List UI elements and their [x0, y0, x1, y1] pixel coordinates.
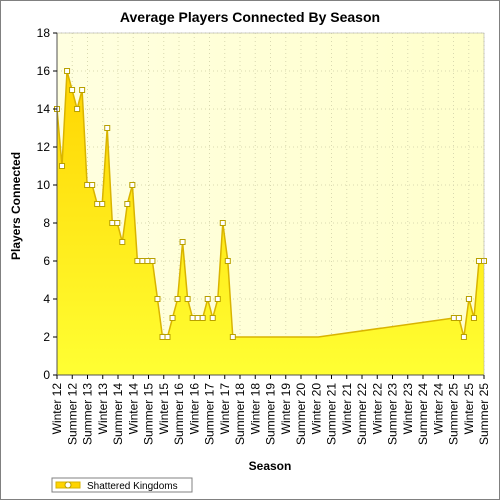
- data-point: [199, 315, 206, 321]
- data-point: [64, 68, 71, 74]
- y-tick-label: 4: [43, 292, 50, 306]
- data-point: [184, 296, 191, 302]
- series-area: [57, 71, 484, 375]
- x-tick-label: Summer 12: [65, 383, 79, 445]
- x-tick-label: Winter 14: [126, 383, 140, 435]
- data-point: [94, 201, 101, 207]
- data-point: [179, 239, 186, 245]
- series-markers: [54, 68, 487, 340]
- x-axis-title: Season: [249, 459, 292, 473]
- legend: Shattered Kingdoms: [51, 477, 193, 493]
- y-axis-ticks: 0 2 4 6 8 10 12 14 16 18: [37, 26, 57, 382]
- data-point: [89, 182, 96, 188]
- x-tick-label: Summer 20: [294, 383, 308, 445]
- data-point: [470, 315, 477, 321]
- data-point: [214, 296, 221, 302]
- x-tick-label: Winter 12: [50, 383, 64, 435]
- x-tick-label: Winter 25: [462, 383, 476, 435]
- data-point: [465, 296, 472, 302]
- data-point: [164, 334, 171, 340]
- y-tick-label: 6: [43, 254, 50, 268]
- data-point: [149, 258, 156, 264]
- data-point: [99, 201, 106, 207]
- y-tick-label: 2: [43, 330, 50, 344]
- data-point: [134, 258, 141, 264]
- y-tick-label: 18: [37, 26, 51, 40]
- data-point: [109, 220, 116, 226]
- x-tick-label: Summer 21: [325, 383, 339, 445]
- data-point: [169, 315, 176, 321]
- data-point: [104, 125, 111, 131]
- y-tick-label: 0: [43, 368, 50, 382]
- data-point: [59, 163, 66, 169]
- data-point: [119, 239, 126, 245]
- x-tick-label: Winter 15: [157, 383, 171, 435]
- data-point: [114, 220, 121, 226]
- data-point: [455, 315, 462, 321]
- x-axis-ticks: Winter 12 Summer 12 Summer 13 Winter 13 Summ…: [50, 375, 491, 445]
- data-point: [229, 334, 236, 340]
- y-tick-label: 16: [37, 64, 51, 78]
- data-point: [144, 258, 151, 264]
- x-tick-label: Summer 18: [233, 383, 247, 445]
- x-tick-label: Winter 20: [309, 383, 323, 435]
- x-tick-label: Summer 22: [355, 383, 369, 445]
- y-tick-label: 10: [37, 178, 51, 192]
- legend-marker-icon: [64, 481, 72, 489]
- y-axis-title: Players Connected: [9, 152, 23, 260]
- x-tick-label: Winter 24: [431, 383, 445, 435]
- x-tick-label: Summer 25: [477, 383, 491, 445]
- data-point: [460, 334, 467, 340]
- x-tick-label: Winter 13: [96, 383, 110, 435]
- legend-label: Shattered Kingdoms: [87, 481, 178, 492]
- data-point: [124, 201, 131, 207]
- data-point: [219, 220, 226, 226]
- x-tick-label: Summer 23: [386, 383, 400, 445]
- data-point: [84, 182, 91, 188]
- data-point: [159, 334, 166, 340]
- x-tick-label: Winter 23: [401, 383, 415, 435]
- data-point: [189, 315, 196, 321]
- x-tick-label: Summer 14: [111, 383, 125, 445]
- data-point: [139, 258, 146, 264]
- data-point: [209, 315, 216, 321]
- x-tick-label: Summer 16: [172, 383, 186, 445]
- x-tick-label: Summer 15: [142, 383, 156, 445]
- y-tick-label: 8: [43, 216, 50, 230]
- x-tick-label: Winter 16: [187, 383, 201, 435]
- y-tick-label: 12: [37, 140, 51, 154]
- data-point: [174, 296, 181, 302]
- data-point: [69, 87, 76, 93]
- x-tick-label: Winter 18: [248, 383, 262, 435]
- x-tick-label: Winter 21: [340, 383, 354, 435]
- data-point: [154, 296, 161, 302]
- x-tick-label: Summer 13: [81, 383, 95, 445]
- x-tick-label: Summer 17: [203, 383, 217, 445]
- data-point: [74, 106, 81, 112]
- x-tick-label: Winter 22: [370, 383, 384, 435]
- x-tick-label: Summer 19: [264, 383, 278, 445]
- x-tick-label: Winter 19: [279, 383, 293, 435]
- data-point: [450, 315, 457, 321]
- x-tick-label: Summer 24: [416, 383, 430, 445]
- chart-title: Average Players Connected By Season: [120, 9, 380, 25]
- data-point: [224, 258, 231, 264]
- data-point: [129, 182, 136, 188]
- data-point: [194, 315, 201, 321]
- x-tick-label: Summer 25: [447, 383, 461, 445]
- data-point: [204, 296, 211, 302]
- x-tick-label: Winter 17: [218, 383, 232, 435]
- data-point: [79, 87, 86, 93]
- data-point: [475, 258, 482, 264]
- y-tick-label: 14: [37, 102, 51, 116]
- legend-box: [51, 477, 193, 493]
